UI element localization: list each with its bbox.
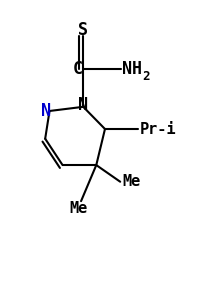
- Text: N: N: [78, 97, 88, 114]
- Text: Pr-i: Pr-i: [140, 121, 176, 136]
- Text: N: N: [41, 102, 51, 120]
- Text: 2: 2: [142, 70, 149, 83]
- Text: NH: NH: [122, 60, 142, 78]
- Text: Me: Me: [70, 201, 88, 216]
- Text: S: S: [78, 21, 88, 39]
- Text: Me: Me: [122, 174, 141, 189]
- Text: C: C: [73, 60, 83, 78]
